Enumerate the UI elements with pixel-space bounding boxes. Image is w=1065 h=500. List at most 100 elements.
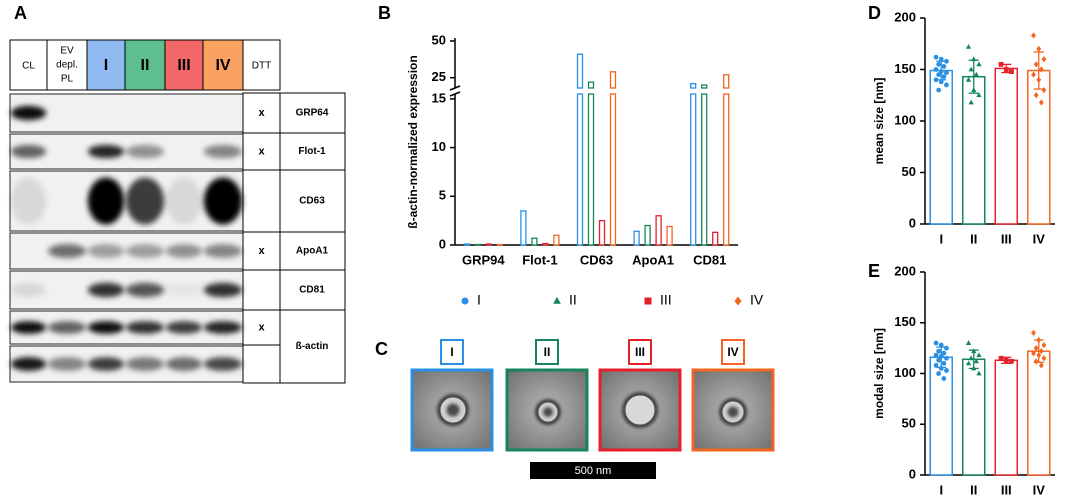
data-point [1041, 86, 1047, 94]
y-tick-label: 15 [432, 90, 446, 105]
row-label: GRP64 [296, 108, 329, 119]
label-box [721, 339, 745, 365]
x-tick-label: ApoA1 [632, 252, 674, 267]
row-label: CD63 [299, 196, 325, 207]
row-label: ß-actin [296, 341, 329, 352]
label-box [535, 339, 559, 365]
vesicle-core [446, 403, 460, 417]
data-point [1031, 350, 1036, 357]
data-point [1036, 76, 1042, 83]
blot-band [165, 321, 203, 334]
blot-band [203, 144, 243, 159]
vesicle-core [727, 406, 739, 418]
y-tick-label: 0 [909, 215, 916, 230]
data-point [1036, 45, 1042, 53]
data-point [976, 352, 982, 358]
data-point [971, 365, 977, 371]
bar [587, 93, 595, 246]
blot-band [203, 282, 243, 298]
bar [723, 93, 730, 246]
blot-band [125, 177, 165, 225]
data-point [965, 76, 972, 82]
blot-band [47, 321, 87, 334]
data-point [941, 64, 947, 69]
blot-band [87, 321, 125, 334]
blot-band [203, 244, 243, 258]
data-point [1038, 66, 1044, 73]
bar [633, 230, 640, 246]
data-point [1031, 32, 1036, 39]
scale-bar-label: 500 nm [575, 465, 612, 477]
legend-label: I [477, 292, 481, 308]
panel-label: C [375, 339, 388, 359]
data-point [944, 355, 949, 361]
bar [962, 75, 986, 225]
legend-label: III [660, 292, 672, 308]
micrograph-label: I [450, 345, 453, 359]
bar [609, 93, 617, 246]
y-axis-label: modal size [nm] [872, 328, 886, 419]
x-tick-label: I [939, 231, 943, 246]
vesicle-core [543, 407, 553, 417]
blot-band [87, 282, 125, 298]
bar [690, 93, 697, 246]
blot-band [203, 177, 243, 225]
lane-header-color [202, 39, 244, 91]
data-point [1038, 348, 1044, 355]
bar [712, 231, 719, 246]
panel-label: A [14, 3, 27, 23]
data-point [968, 99, 974, 105]
data-point [965, 43, 972, 49]
dtt-mark: x [258, 245, 265, 257]
lane-header [9, 39, 48, 91]
y-tick-label: 50 [902, 416, 916, 431]
data-point [941, 74, 947, 80]
bar [1027, 350, 1051, 476]
y-tick-label: 50 [902, 164, 916, 179]
blot-band [125, 282, 165, 298]
data-point [976, 370, 982, 376]
dtt-header [242, 39, 281, 91]
bar [576, 93, 584, 246]
blot-band [87, 144, 125, 159]
data-point [976, 92, 982, 98]
dtt-cell [242, 169, 281, 233]
bar [690, 82, 697, 89]
data-point [1033, 358, 1039, 365]
y-tick-label: 150 [894, 61, 916, 76]
data-point [938, 79, 944, 85]
row-label: CD81 [299, 285, 325, 296]
y-tick-label: 200 [894, 9, 916, 24]
data-point [936, 357, 942, 363]
blot-strip [9, 93, 244, 133]
bar [994, 67, 1018, 225]
data-point [933, 352, 939, 358]
legend-label: II [569, 292, 577, 308]
blot-band [125, 321, 165, 334]
blot-band [165, 244, 203, 258]
x-tick-label: II [970, 482, 977, 497]
data-point [971, 56, 977, 62]
micrograph-label: IV [727, 345, 738, 359]
data-point [1036, 352, 1042, 359]
blot-band [10, 282, 47, 298]
vesicle [624, 394, 656, 426]
bar [598, 219, 606, 246]
y-tick-label: 0 [909, 466, 916, 481]
data-point [1009, 358, 1014, 364]
y-axis-label: mean size [nm] [872, 78, 886, 165]
lane-label: IV [215, 57, 230, 74]
row-label: ApoA1 [296, 246, 329, 257]
panel-label: D [868, 3, 881, 23]
label-box [628, 339, 652, 365]
data-point [933, 362, 939, 368]
data-point [998, 61, 1004, 67]
x-tick-label: III [1001, 482, 1012, 497]
data-point [1033, 92, 1039, 99]
bar [929, 356, 953, 476]
bar [1027, 69, 1051, 225]
data-point [944, 345, 949, 351]
micrograph-label: III [635, 345, 645, 359]
